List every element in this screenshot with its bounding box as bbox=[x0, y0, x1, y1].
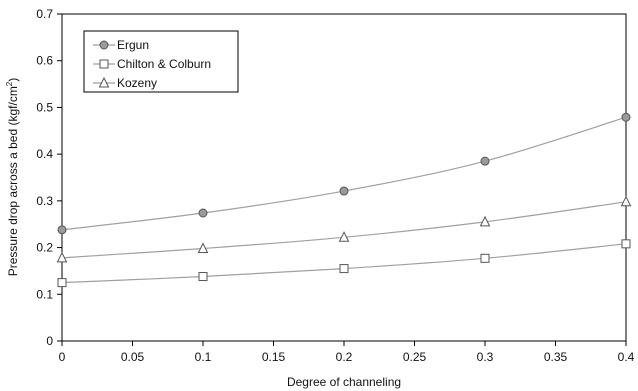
circle-marker bbox=[621, 112, 631, 122]
x-tick-label: 0.05 bbox=[121, 350, 145, 364]
triangle-marker bbox=[338, 231, 350, 242]
x-tick-label: 0.2 bbox=[336, 350, 353, 364]
x-tick-label: 0.4 bbox=[618, 350, 635, 364]
square-marker bbox=[480, 253, 490, 263]
y-axis-title-main: Pressure drop across a bed (kgf/cm bbox=[6, 86, 20, 276]
y-tick-label: 0.2 bbox=[36, 241, 53, 255]
triangle-marker bbox=[197, 242, 209, 254]
circle-marker bbox=[198, 208, 208, 218]
legend-label: Kozeny bbox=[117, 76, 157, 90]
legend-box bbox=[83, 30, 239, 93]
x-tick-label: 0.35 bbox=[544, 350, 568, 364]
x-axis-title: Degree of channeling bbox=[287, 375, 401, 389]
legend: Ergun Chilton & Colburn Kozeny bbox=[83, 30, 239, 93]
square-marker bbox=[99, 59, 109, 69]
legend-label: Ergun bbox=[117, 38, 149, 52]
y-axis-title: Pressure drop across a bed (kgf/cm2) bbox=[5, 78, 20, 277]
triangle-marker bbox=[479, 215, 491, 227]
circle-marker bbox=[57, 225, 67, 235]
y-tick-label: 0.3 bbox=[36, 194, 53, 208]
y-axis-title-end: ) bbox=[6, 78, 20, 82]
triangle-marker bbox=[98, 76, 110, 88]
y-tick-label: 0.4 bbox=[36, 147, 53, 161]
y-tick-label: 0.1 bbox=[36, 287, 53, 301]
x-tick-label: 0 bbox=[59, 350, 66, 364]
y-axis-title-superscript: 2 bbox=[5, 81, 14, 86]
circle-marker bbox=[339, 186, 349, 196]
square-marker bbox=[621, 239, 631, 249]
square-marker bbox=[339, 264, 349, 274]
circle-marker bbox=[99, 40, 109, 50]
x-tick-label: 0.1 bbox=[195, 350, 212, 364]
legend-items: Ergun Chilton & Colburn Kozeny bbox=[93, 38, 211, 90]
circle-marker bbox=[480, 156, 490, 166]
x-tick-label: 0.15 bbox=[262, 350, 286, 364]
triangle-marker bbox=[56, 251, 68, 263]
y-tick-label: 0.5 bbox=[36, 100, 53, 114]
y-tick-label: 0.7 bbox=[36, 7, 53, 21]
square-marker bbox=[198, 272, 208, 282]
x-axis-ticks: 0 0.05 0.1 0.15 0.2 0.25 0.3 0.35 0.4 bbox=[59, 341, 635, 364]
y-axis-ticks: 0 0.1 0.2 0.3 0.4 0.5 0.6 0.7 bbox=[36, 7, 62, 348]
square-marker bbox=[57, 278, 67, 288]
legend-label: Chilton & Colburn bbox=[117, 57, 211, 71]
triangle-marker bbox=[620, 195, 632, 207]
y-tick-label: 0 bbox=[46, 334, 53, 348]
y-tick-label: 0.6 bbox=[36, 54, 53, 68]
series-markers bbox=[56, 112, 632, 288]
x-tick-label: 0.25 bbox=[403, 350, 427, 364]
x-tick-label: 0.3 bbox=[477, 350, 494, 364]
